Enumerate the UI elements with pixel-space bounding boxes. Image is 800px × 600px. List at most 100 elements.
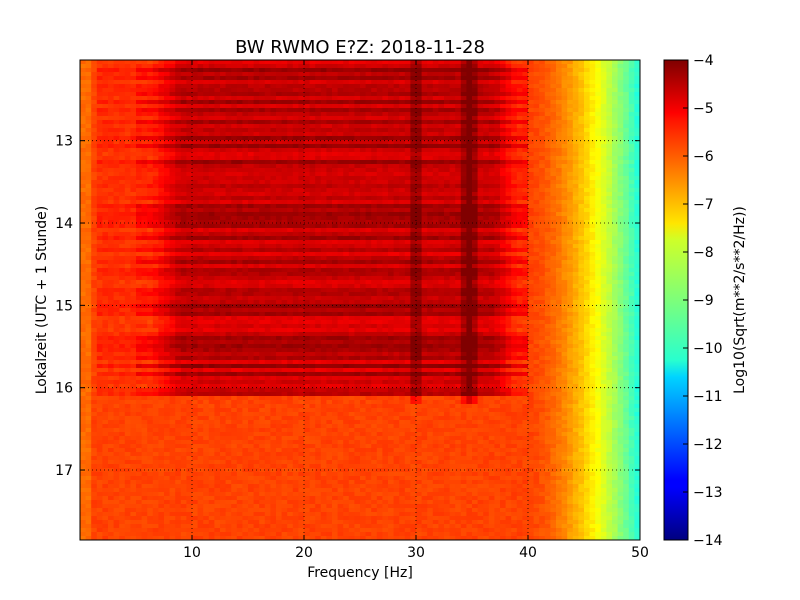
spectrogram-cell [343,220,350,225]
spectrogram-cell [516,248,523,253]
spectrogram-cell [147,64,154,69]
spectrogram-cell [628,244,635,249]
spectrogram-cell [180,96,187,101]
spectrogram-cell [343,188,350,193]
spectrogram-cell [550,64,557,69]
spectrogram-cell [533,156,540,161]
spectrogram-cell [606,72,613,77]
spectrogram-cell [556,256,563,261]
spectrogram-cell [270,216,277,221]
spectrogram-cell [85,88,92,93]
spectrogram-cell [320,200,327,205]
spectrogram-cell [276,180,283,185]
spectrogram-cell [337,60,344,65]
spectrogram-cell [393,228,400,233]
spectrogram-cell [169,244,176,249]
spectrogram-cell [102,216,109,221]
spectrogram-cell [477,196,484,201]
spectrogram-cell [516,204,523,209]
spectrogram-cell [108,140,115,145]
spectrogram-cell [365,72,372,77]
spectrogram-cell [528,176,535,181]
spectrogram-cell [399,168,406,173]
spectrogram-cell [214,120,221,125]
spectrogram-cell [595,200,602,205]
spectrogram-cell [337,140,344,145]
spectrogram-cell [488,80,495,85]
spectrogram-cell [617,212,624,217]
spectrogram-cell [589,208,596,213]
spectrogram-cell [147,192,154,197]
spectrogram-cell [80,224,87,229]
spectrogram-cell [376,200,383,205]
spectrogram-cell [141,140,148,145]
spectrogram-cell [354,140,361,145]
spectrogram-cell [332,76,339,81]
spectrogram-cell [449,80,456,85]
spectrogram-cell [600,164,607,169]
spectrogram-cell [85,228,92,233]
spectrogram-cell [511,104,518,109]
spectrogram-cell [466,100,473,105]
spectrogram-cell [376,172,383,177]
spectrogram-cell [96,184,103,189]
spectrogram-cell [483,96,490,101]
spectrogram-cell [533,64,540,69]
spectrogram-cell [186,80,193,85]
spectrogram-cell [404,208,411,213]
spectrogram-cell [242,140,249,145]
spectrogram-cell [444,244,451,249]
spectrogram-cell [589,192,596,197]
spectrogram-cell [556,92,563,97]
spectrogram-cell [332,244,339,249]
spectrogram-cell [595,216,602,221]
spectrogram-cell [124,96,131,101]
spectrogram-cell [197,216,204,221]
spectrogram-cell [164,176,171,181]
spectrogram-cell [124,72,131,77]
spectrogram-cell [158,112,165,117]
spectrogram-cell [343,60,350,65]
spectrogram-cell [539,156,546,161]
spectrogram-cell [147,68,154,73]
spectrogram-cell [528,148,535,153]
spectrogram-cell [382,132,389,137]
spectrogram-cell [80,200,87,205]
spectrogram-cell [326,132,333,137]
spectrogram-cell [528,172,535,177]
spectrogram-cell [276,80,283,85]
spectrogram-cell [343,132,350,137]
spectrogram-cell [432,160,439,165]
spectrogram-cell [600,252,607,257]
spectrogram-cell [612,232,619,237]
spectrogram-cell [556,184,563,189]
spectrogram-cell [416,216,423,221]
spectrogram-cell [270,172,277,177]
spectrogram-cell [113,172,120,177]
spectrogram-cell [544,164,551,169]
spectrogram-cell [595,84,602,89]
spectrogram-cell [466,216,473,221]
spectrogram-cell [623,148,630,153]
spectrogram-cell [578,136,585,141]
spectrogram-cell [343,236,350,241]
spectrogram-cell [119,196,126,201]
spectrogram-cell [354,92,361,97]
spectrogram-cell [91,224,98,229]
spectrogram-cell [175,68,182,73]
spectrogram-cell [539,192,546,197]
spectrogram-cell [337,176,344,181]
spectrogram-cell [214,68,221,73]
spectrogram-cell [606,196,613,201]
spectrogram-cell [169,204,176,209]
spectrogram-cell [404,192,411,197]
spectrogram-cell [578,80,585,85]
spectrogram-cell [186,156,193,161]
spectrogram-cell [617,204,624,209]
spectrogram-cell [332,248,339,253]
spectrogram-cell [264,148,271,153]
spectrogram-cell [472,220,479,225]
spectrogram-cell [472,208,479,213]
spectrogram-cell [617,220,624,225]
spectrogram-cell [348,140,355,145]
